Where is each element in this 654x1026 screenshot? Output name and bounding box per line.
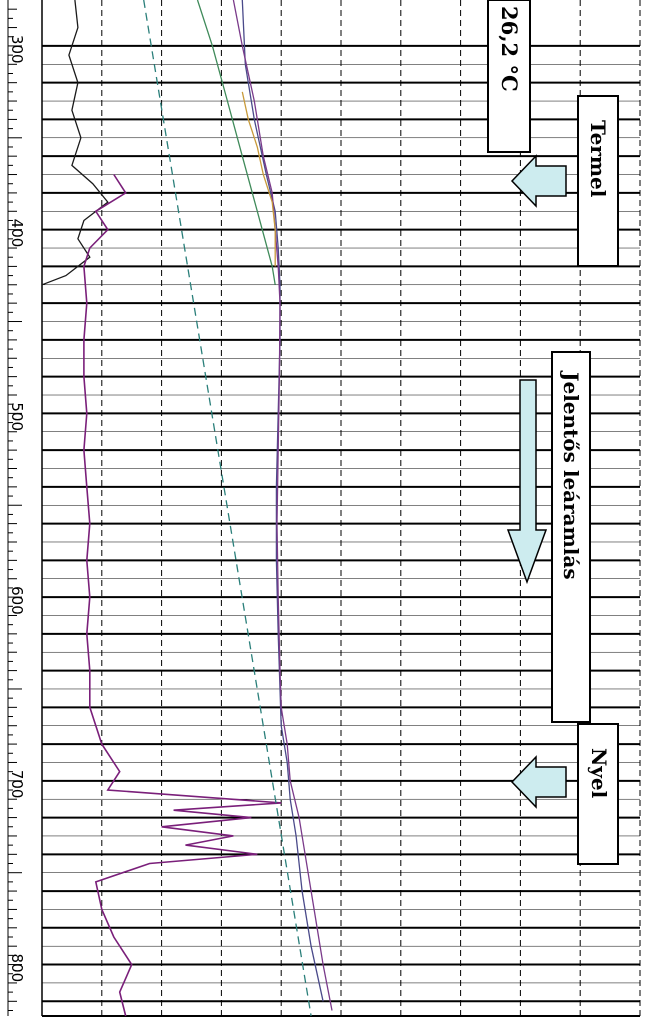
depth-tick-label: 400	[8, 219, 26, 248]
series-line-4	[241, 91, 276, 267]
temperature-label: 26,2 °C	[497, 6, 522, 92]
downflow-arrow-icon	[506, 379, 548, 585]
depth-tick-label: 300	[8, 35, 26, 64]
depth-tick-label: 600	[8, 586, 26, 615]
depth-axis: 300 400 500 600 700 800	[7, 0, 26, 1016]
downflow-callout: Jelentős leáramlás	[506, 351, 591, 723]
series-line-3	[232, 0, 333, 1011]
nyel-label: Nyel	[587, 748, 611, 799]
series-group	[41, 0, 333, 1017]
downflow-label: Jelentős leáramlás	[559, 370, 583, 580]
temperature-callout: 26,2 °C	[487, 0, 531, 153]
depth-tick-label: 500	[8, 402, 26, 431]
series-line-5	[196, 0, 276, 285]
termel-arrow-icon	[510, 154, 567, 208]
depth-tick-label: 700	[8, 770, 26, 799]
nyel-arrow-icon	[510, 755, 567, 809]
termel-callout: Termel	[510, 95, 619, 267]
nyel-callout: Nyel	[510, 723, 619, 865]
series-line-6	[143, 0, 312, 1017]
series-line-1	[83, 174, 282, 1017]
termel-label: Termel	[586, 120, 610, 198]
depth-tick-label: 800	[8, 954, 26, 983]
